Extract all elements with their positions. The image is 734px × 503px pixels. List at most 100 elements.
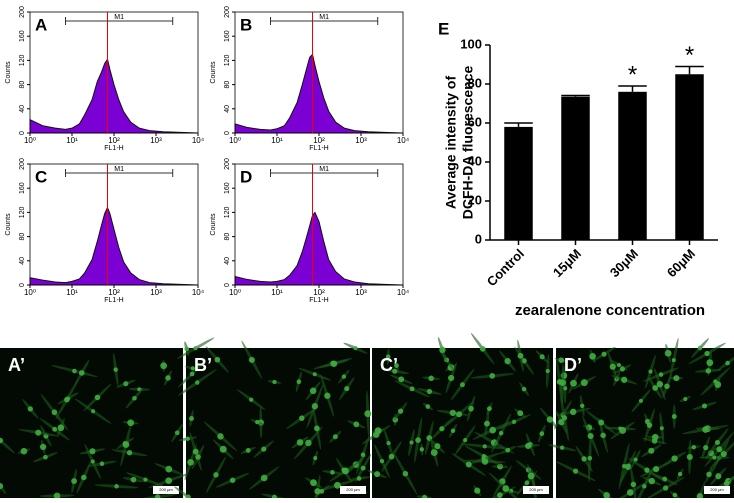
cell-nucleus [35,429,42,436]
cell-nucleus [330,360,338,367]
histogram-area [234,211,404,286]
cell-nucleus [449,409,457,417]
panel-label: E [438,19,449,38]
cell-nucleus [27,406,33,412]
cell-nucleus [517,352,524,359]
y-tick-label: 120 [19,206,26,218]
cell-nucleus [601,351,607,357]
cell-nucleus [697,345,703,351]
cell-nucleus [481,454,487,459]
cell-nucleus [248,356,255,363]
cell-nucleus [587,455,593,461]
cell-nucleus [626,489,634,496]
panel-label: A [35,15,47,34]
cell-nucleus [94,394,101,401]
cell-nucleus [53,492,61,500]
cell-nucleus [319,488,325,494]
cell-nucleus [638,398,643,403]
cell-nucleus [434,443,441,450]
cell-nucleus [310,479,317,487]
cell-nucleus [616,363,621,368]
cell-nucleus [324,392,331,399]
cell-nucleus [619,366,625,372]
cell-nucleus [214,356,221,363]
y-tick-label: 160 [224,182,231,194]
cell-nucleus [456,411,463,418]
y-tick-label: 40 [19,257,26,265]
cell-nucleus [409,440,414,445]
cell-nucleus [392,368,398,374]
x-tick-label: 10³ [355,288,367,297]
cell-nucleus [504,358,511,365]
y-tick-label: 200 [19,6,26,18]
micrograph: D’ 200 μm [548,337,734,503]
significance-label: * [685,42,694,69]
cell-nucleus [486,406,492,412]
cell-nucleus [248,397,254,402]
cell-nucleus [664,383,670,390]
x-axis-label: zearalenone concentration [515,302,705,319]
x-axis-label: FL1-H [309,145,328,152]
cell-nucleus [160,362,168,370]
y-tick-label: 120 [224,206,231,218]
cell-nucleus [344,385,350,392]
y-tick-label: 200 [224,158,231,170]
cell-nucleus [388,453,395,460]
cell-nucleus [706,471,712,478]
cell-nucleus [619,426,627,434]
cell-nucleus [184,346,190,352]
cell-nucleus [57,424,65,432]
cell-nucleus [126,450,133,456]
cell-nucleus [130,476,137,483]
cell-nucleus [330,470,335,475]
y-tick-label: 80 [468,75,482,90]
cell-nucleus [127,419,135,427]
cell-nucleus [559,445,565,450]
cell-nucleus [525,442,532,450]
cell-nucleus [81,474,87,481]
cell-nucleus [165,375,171,381]
cell-nucleus [114,484,119,489]
cell-nucleus [624,463,632,470]
cell-nucleus [0,437,4,444]
cell-nucleus [415,437,421,443]
cell-nucleus [78,370,85,376]
cell-nucleus [132,395,137,401]
scale-bar-box [340,486,366,494]
micrograph-background [0,348,183,498]
cell-nucleus [570,379,577,387]
cell-nucleus [580,403,585,409]
cell-nucleus [622,464,627,469]
cell-nucleus [671,414,677,420]
y-tick-label: 40 [468,153,482,168]
x-tick-label: 10¹ [271,136,283,145]
cell-nucleus [713,379,718,384]
scale-bar-label: 200 μm [159,487,173,492]
cell-nucleus [474,487,481,494]
cell-nucleus [122,441,130,448]
x-axis-label: FL1-H [309,297,328,304]
panel-label: B [240,15,252,34]
cell-nucleus [448,374,455,382]
cell-nucleus [99,461,105,466]
y-tick-label: 80 [19,81,26,89]
cell-nucleus [521,386,527,392]
cell-nucleus [502,485,510,492]
cell-nucleus [219,445,227,453]
cell-nucleus [374,471,381,478]
cell-nucleus [51,409,58,416]
cell-nucleus [314,488,321,495]
panel-label: C [35,167,47,186]
bar [504,126,533,240]
y-tick-label: 160 [19,30,26,42]
y-tick-label: 0 [19,283,26,287]
micrograph-background [372,348,553,498]
micrograph-label: B’ [194,355,212,375]
cell-nucleus [558,357,565,364]
cell-nucleus [165,477,173,485]
x-tick-label: 10³ [150,136,162,145]
cell-nucleus [664,349,672,357]
cell-nucleus [716,446,723,453]
cell-nucleus [600,432,606,439]
cell-nucleus [468,405,474,412]
